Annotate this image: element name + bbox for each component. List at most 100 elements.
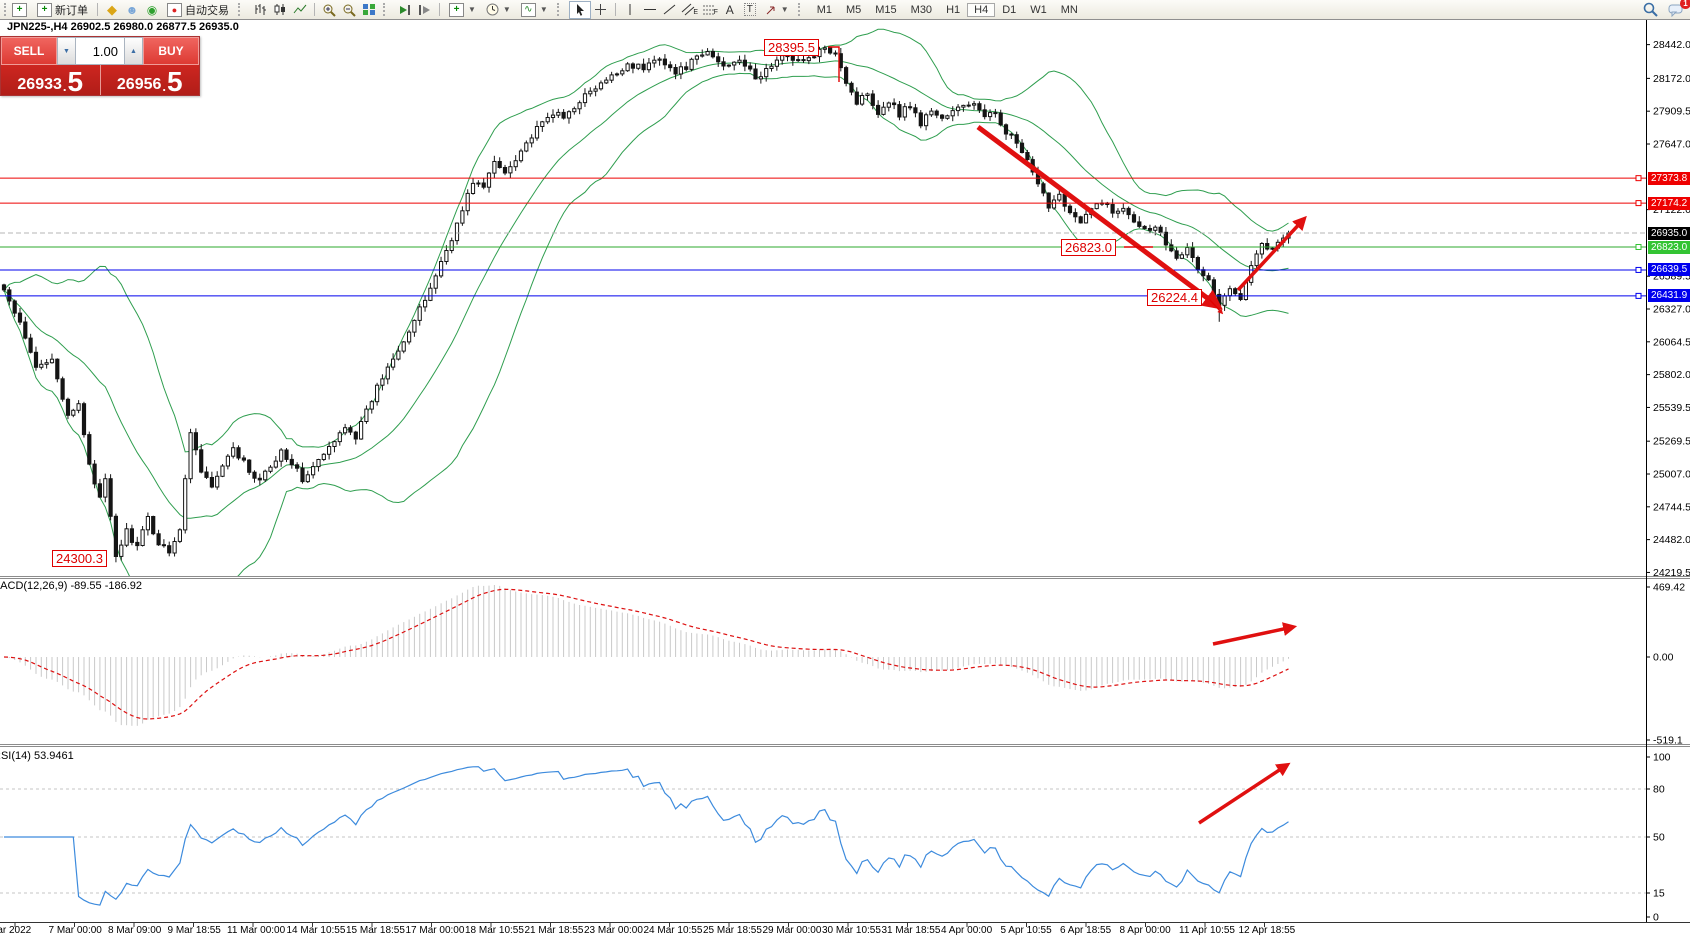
timeframe-d1[interactable]: D1: [1002, 3, 1017, 16]
auto-scroll-icon[interactable]: [395, 2, 415, 18]
toolbar-grip[interactable]: [556, 3, 566, 16]
svg-text:15: 15: [1653, 888, 1665, 900]
svg-text:24 Mar 10:55: 24 Mar 10:55: [644, 925, 703, 936]
sell-button[interactable]: SELL: [1, 37, 57, 65]
arrows-tool[interactable]: ▼: [760, 2, 794, 18]
price-level-label: 26431.9: [1648, 289, 1690, 303]
text-tool[interactable]: A: [725, 2, 734, 17]
timeframe-h4[interactable]: H4: [967, 2, 996, 17]
svg-text:24744.5: 24744.5: [1653, 501, 1690, 513]
timeframe-m1[interactable]: M1: [816, 3, 832, 16]
timeframe-mn[interactable]: MN: [1060, 3, 1078, 16]
svg-text:11 Mar 00:00: 11 Mar 00:00: [227, 925, 286, 936]
rsi-indicator-label: RSI(14) 53.9461: [0, 750, 74, 762]
price-annotation: 26823.0: [1061, 239, 1116, 256]
horizontal-line-tool[interactable]: [640, 2, 660, 18]
fibonacci-tool[interactable]: F: [700, 2, 720, 18]
svg-text:28442.0: 28442.0: [1653, 39, 1690, 51]
svg-text:17 Mar 00:00: 17 Mar 00:00: [406, 925, 465, 936]
new-order-button[interactable]: + 新订单: [32, 0, 93, 20]
chat-badge: 1: [1680, 0, 1690, 9]
price-level-label: 26823.0: [1648, 240, 1690, 254]
svg-text:14 Mar 10:55: 14 Mar 10:55: [287, 925, 346, 936]
timeframe-m30[interactable]: M30: [910, 3, 933, 16]
svg-text:5 Apr 10:55: 5 Apr 10:55: [1001, 925, 1053, 936]
timeframe-m15[interactable]: M15: [875, 3, 897, 16]
toolbar-grip[interactable]: [238, 3, 247, 16]
toolbar-grip[interactable]: [797, 3, 807, 16]
signals-icon[interactable]: ◉: [146, 2, 158, 17]
chart-plot-area[interactable]: 28442.0 28172.0 27909.5 27647.0 27122.0 26589…: [0, 19, 1690, 939]
svg-text:15 Mar 18:55: 15 Mar 18:55: [346, 925, 405, 936]
auto-trading-button[interactable]: ● 自动交易: [162, 0, 234, 20]
channel-tool[interactable]: E: [680, 2, 700, 18]
toolbar-grip[interactable]: [4, 3, 13, 16]
cursor-tool[interactable]: [568, 0, 591, 19]
bar-chart-icon[interactable]: [250, 2, 270, 18]
svg-text:25269.5: 25269.5: [1653, 436, 1690, 448]
toolbar-grip[interactable]: [383, 3, 392, 16]
volume-up-button[interactable]: ▲: [124, 37, 143, 65]
timeframe-m5[interactable]: M5: [845, 3, 862, 16]
svg-text:25 Mar 18:55: 25 Mar 18:55: [703, 925, 762, 936]
svg-text:27909.5: 27909.5: [1653, 106, 1690, 118]
svg-text:18 Mar 10:55: 18 Mar 10:55: [465, 925, 524, 936]
svg-text:26327.0: 26327.0: [1653, 304, 1690, 316]
svg-text:24482.0: 24482.0: [1653, 534, 1690, 546]
svg-text:0.00: 0.00: [1653, 652, 1674, 664]
buy-button[interactable]: BUY: [143, 37, 199, 65]
svg-text:100: 100: [1653, 752, 1671, 764]
toolbar: + + 新订单 ◆ ☻ ◉ ● 自动交易 + ▼ ▼ ∿ ▼: [0, 0, 1690, 20]
sell-price[interactable]: 26933. 5: [17, 66, 84, 97]
svg-text:25802.0: 25802.0: [1653, 369, 1690, 381]
candlestick-chart-icon[interactable]: [270, 2, 290, 18]
line-chart-icon[interactable]: [290, 2, 310, 18]
svg-text:-519.1: -519.1: [1653, 735, 1683, 747]
price-level-label: 26935.0: [1648, 226, 1690, 240]
tile-windows-icon[interactable]: [359, 2, 379, 18]
svg-text:28172.0: 28172.0: [1653, 73, 1690, 85]
zoom-in-icon[interactable]: [319, 2, 339, 18]
trendline-tool[interactable]: [660, 2, 680, 18]
svg-text:23 Mar 00:00: 23 Mar 00:00: [584, 925, 643, 936]
svg-text:30 Mar 10:55: 30 Mar 10:55: [822, 925, 881, 936]
svg-text:21 Mar 18:55: 21 Mar 18:55: [525, 925, 584, 936]
svg-text:29 Mar 00:00: 29 Mar 00:00: [763, 925, 822, 936]
chart-shift-icon[interactable]: [415, 2, 435, 18]
chart-header: JPN225-,H4 26902.5 26980.0 26877.5 26935…: [7, 21, 239, 33]
svg-text:8 Mar 09:00: 8 Mar 09:00: [108, 925, 162, 936]
svg-text:4 Apr 00:00: 4 Apr 00:00: [941, 925, 993, 936]
svg-text:8 Apr 00:00: 8 Apr 00:00: [1120, 925, 1172, 936]
macd-indicator-label: MACD(12,26,9) -89.55 -186.92: [0, 580, 143, 592]
templates-button[interactable]: ∿ ▼: [516, 1, 553, 19]
styler-icon[interactable]: ◆: [107, 1, 117, 17]
svg-text:31 Mar 18:55: 31 Mar 18:55: [882, 925, 941, 936]
svg-text:469.42: 469.42: [1653, 582, 1685, 594]
svg-text:24219.5: 24219.5: [1653, 567, 1690, 579]
volume-input[interactable]: 1.00: [76, 37, 124, 65]
svg-text:7 Mar 00:00: 7 Mar 00:00: [49, 925, 103, 936]
community-icon[interactable]: ☻: [125, 2, 139, 17]
timeframe-h1[interactable]: H1: [946, 3, 961, 16]
vertical-line-tool[interactable]: [620, 2, 640, 18]
svg-text:26064.5: 26064.5: [1653, 336, 1690, 348]
svg-text:25539.5: 25539.5: [1653, 402, 1690, 414]
price-level-label: 27373.8: [1648, 171, 1690, 185]
chat-icon[interactable]: 1: [1666, 0, 1690, 18]
channel-letter: E: [693, 9, 699, 16]
new-chart-icon[interactable]: +: [7, 1, 32, 19]
text-label-tool[interactable]: T: [740, 2, 760, 18]
search-icon[interactable]: [1640, 2, 1660, 18]
one-click-trading-panel: SELL ▼ 1.00 ▲ BUY 26933. 5 26956. 5: [0, 36, 200, 96]
volume-down-button[interactable]: ▼: [57, 37, 76, 65]
crosshair-tool[interactable]: [591, 2, 611, 18]
svg-text:9 Mar 18:55: 9 Mar 18:55: [168, 925, 222, 936]
add-indicator-button[interactable]: + ▼: [444, 1, 481, 19]
timeframe-group: M1 M5 M15 M30 H1 H4 D1 W1 MN: [810, 2, 1085, 17]
buy-price[interactable]: 26956. 5: [99, 65, 200, 96]
period-button[interactable]: ▼: [481, 1, 516, 18]
timeframe-w1[interactable]: W1: [1030, 3, 1047, 16]
zoom-out-icon[interactable]: [339, 2, 359, 18]
svg-text:Mar 2022: Mar 2022: [0, 925, 32, 936]
